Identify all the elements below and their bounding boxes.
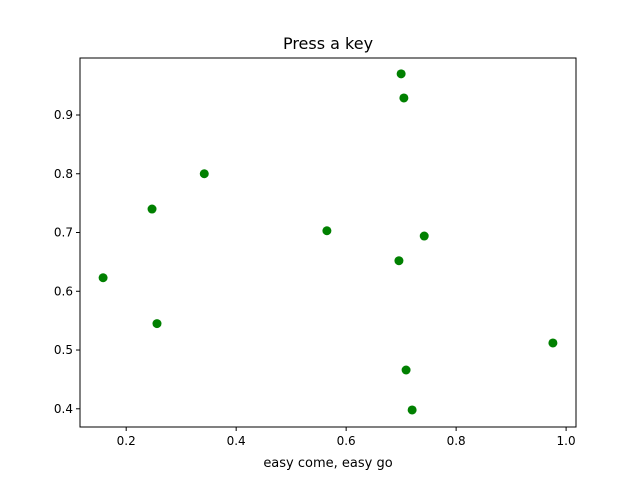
data-point: [407, 405, 417, 415]
data-point: [419, 231, 429, 241]
axes-frame: [79, 57, 577, 428]
x-tick-label: 0.6: [337, 434, 356, 448]
x-tick-label: 0.8: [447, 434, 466, 448]
data-point: [396, 69, 406, 79]
y-tick-label: 0.4: [54, 402, 73, 416]
y-tick-label: 0.6: [54, 284, 73, 298]
y-tick-label: 0.5: [54, 343, 73, 357]
data-point: [147, 204, 157, 214]
y-tick-label: 0.7: [54, 226, 73, 240]
chart-title: Press a key: [283, 34, 373, 53]
data-point: [548, 338, 558, 348]
data-point: [98, 273, 108, 283]
data-point: [322, 226, 332, 236]
x-tick-label: 0.4: [227, 434, 246, 448]
x-tick-label: 0.2: [117, 434, 136, 448]
y-tick-label: 0.8: [54, 167, 73, 181]
x-tick-label: 1.0: [557, 434, 576, 448]
data-point: [199, 169, 209, 179]
x-axis-label: easy come, easy go: [263, 456, 392, 471]
data-point: [394, 256, 404, 266]
y-tick-label: 0.9: [54, 108, 73, 122]
data-point: [152, 319, 162, 329]
data-point: [399, 93, 409, 103]
data-point: [401, 365, 411, 375]
